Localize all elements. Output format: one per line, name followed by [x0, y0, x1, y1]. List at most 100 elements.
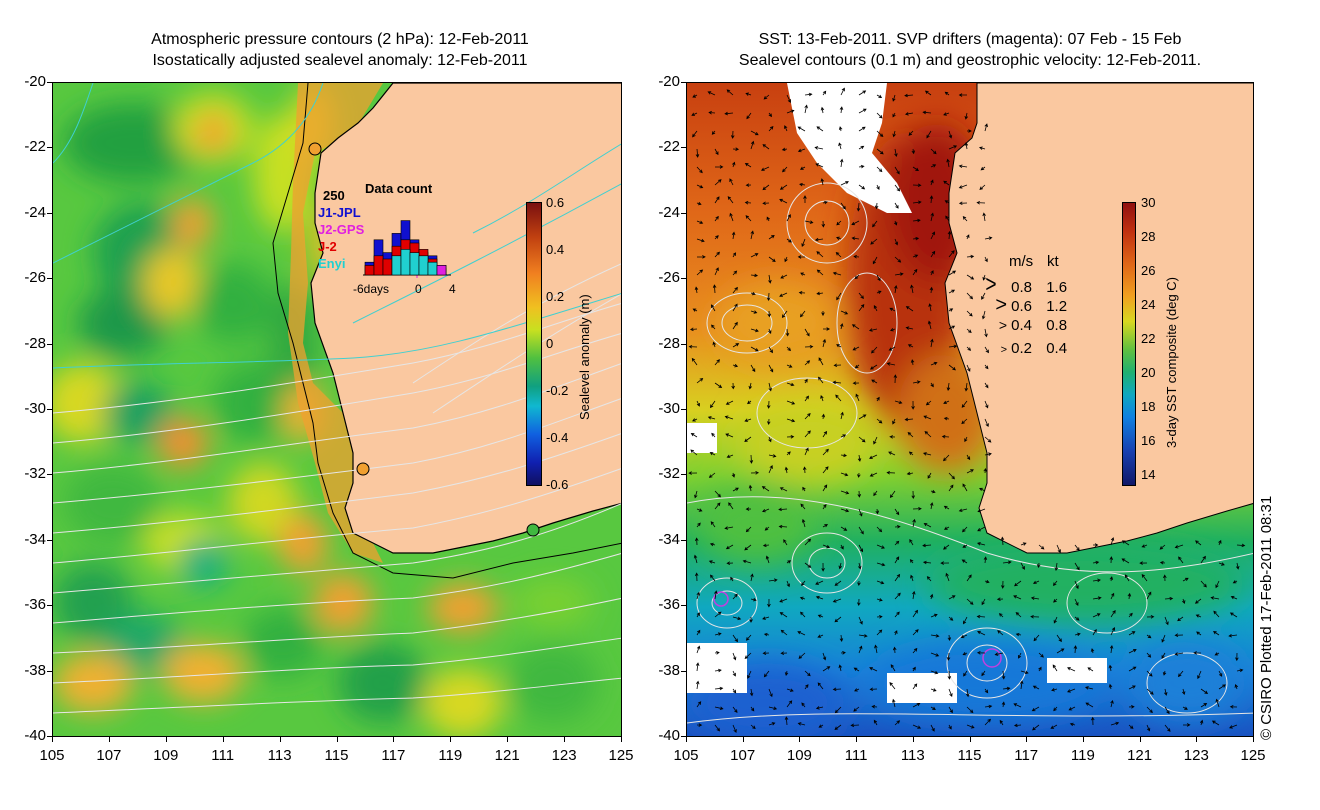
velocity-arrow-204 — [732, 303, 738, 312]
velocity-arrow-697 — [1163, 688, 1168, 696]
left-lat-tick-10 — [47, 736, 52, 737]
velocity-arrow-88 — [779, 184, 788, 190]
velocity-arrow-432 — [858, 544, 863, 553]
velocity-arrow-247 — [888, 346, 896, 351]
velocity-arrow-254 — [714, 359, 720, 366]
velocity-arrow-620 — [892, 646, 897, 654]
velocity-arrow-146 — [912, 236, 920, 241]
velocity-arrow-332 — [889, 435, 896, 439]
velocity-arrow-391 — [728, 502, 734, 510]
velocity-arrow-431 — [840, 544, 844, 550]
velocity-arrow-152 — [714, 251, 720, 258]
velocity-arrow-29 — [922, 110, 932, 115]
velocity-arrow-141 — [814, 237, 824, 242]
velocity-arrow-344 — [804, 447, 809, 456]
velocity-arrow-246 — [871, 346, 878, 354]
velocity-legend-ms-1: 0.6 — [1011, 298, 1033, 315]
left-lat-tick-4 — [47, 343, 52, 345]
velocity-arrow-508 — [1109, 576, 1114, 582]
velocity-arrow-521 — [779, 598, 788, 603]
velocity-arrow-411 — [778, 524, 788, 529]
velocity-arrow-73 — [815, 163, 824, 168]
velocity-arrow-86 — [745, 183, 752, 187]
legend-j1-label: J1-JPL — [318, 205, 361, 220]
velocity-arrow-720 — [1013, 703, 1022, 708]
velocity-arrow-101 — [714, 196, 720, 204]
velocity-arrow-578 — [696, 629, 701, 636]
velocity-arrow-308 — [767, 418, 771, 426]
velocity-arrow-282 — [912, 380, 921, 384]
velocity-arrow-66 — [696, 166, 703, 174]
right-lon-tick-6 — [1026, 737, 1028, 742]
velocity-arrow-393 — [762, 508, 770, 513]
velocity-arrow-191 — [798, 291, 806, 295]
velocity-arrow-572 — [1146, 615, 1155, 619]
velocity-arrow-700 — [1218, 684, 1226, 690]
geostrophic-velocity-arrows — [688, 87, 1246, 733]
velocity-arrow-292 — [786, 400, 796, 405]
right-lon-label-6: 117 — [1014, 747, 1039, 764]
velocity-arrow-111 — [894, 202, 899, 209]
velocity-arrow-27 — [892, 112, 896, 118]
velocity-arrow-184 — [982, 274, 986, 281]
velocity-arrow-3 — [745, 92, 752, 96]
velocity-arrow-556 — [858, 616, 863, 625]
velocity-arrow-369 — [948, 472, 955, 480]
velocity-arrow-621 — [912, 647, 918, 654]
velocity-arrow-714 — [912, 703, 921, 708]
left-lon-tick-10 — [621, 737, 622, 742]
velocity-arrow-358 — [750, 471, 760, 475]
velocity-arrow-6 — [804, 92, 813, 97]
velocity-arrow-366 — [886, 470, 896, 475]
velocity-arrow-240 — [768, 346, 773, 354]
velocity-arrow-162 — [894, 256, 902, 263]
histogram-bar-enyi-3 — [391, 255, 402, 276]
velocity-arrow-456 — [726, 561, 734, 565]
velocity-arrow-291 — [766, 400, 771, 409]
velocity-arrow-43 — [892, 130, 896, 138]
velocity-arrow-430 — [822, 544, 831, 549]
velocity-arrow-112 — [912, 200, 922, 205]
velocity-arrow-222 — [750, 328, 759, 333]
velocity-arrow-266 — [930, 361, 938, 366]
velocity-arrow-485 — [694, 572, 699, 582]
velocity-arrow-575 — [1195, 614, 1202, 618]
velocity-arrow-718 — [984, 704, 993, 709]
velocity-arrow-220 — [711, 324, 716, 330]
velocity-arrow-151 — [696, 255, 706, 259]
velocity-arrow-448 — [1141, 544, 1148, 548]
histogram-xlabel-zero: 0 — [415, 282, 422, 296]
velocity-arrow-350 — [908, 451, 914, 456]
velocity-arrow-409 — [745, 526, 752, 533]
velocity-arrow-686 — [965, 688, 970, 698]
velocity-arrow-87 — [762, 184, 770, 191]
velocity-arrow-561 — [948, 616, 954, 621]
left-lat-tick-1 — [47, 147, 52, 149]
velocity-arrow-303 — [984, 400, 989, 409]
velocity-arrow-507 — [1092, 578, 1101, 583]
velocity-arrow-77 — [894, 166, 900, 175]
velocity-arrow-345 — [822, 448, 829, 456]
right-lon-label-7: 119 — [1070, 747, 1095, 764]
velocity-arrow-328 — [822, 430, 828, 438]
velocity-arrow-753 — [1050, 724, 1058, 729]
left-lat-label-1: -22 — [24, 138, 46, 156]
velocity-arrow-181 — [930, 270, 934, 276]
velocity-arrow-638 — [1214, 652, 1220, 656]
velocity-arrow-436 — [922, 543, 932, 548]
velocity-arrow-356 — [708, 472, 716, 478]
right-lat-label-1: -22 — [658, 138, 680, 156]
velocity-arrow-758 — [1146, 724, 1151, 732]
velocity-arrow-363 — [840, 472, 849, 477]
velocity-arrow-232 — [927, 320, 932, 330]
velocity-arrow-241 — [786, 346, 791, 352]
velocity-arrow-655 — [963, 670, 968, 677]
velocity-arrow-625 — [976, 651, 986, 655]
velocity-arrow-377 — [779, 487, 788, 492]
histogram-bar-j2-2 — [382, 258, 393, 276]
velocity-arrow-476 — [1092, 560, 1100, 565]
velocity-arrow-52 — [750, 140, 755, 150]
velocity-arrow-144 — [870, 238, 878, 245]
velocity-arrow-425 — [725, 544, 734, 550]
velocity-arrow-636 — [1174, 652, 1184, 656]
